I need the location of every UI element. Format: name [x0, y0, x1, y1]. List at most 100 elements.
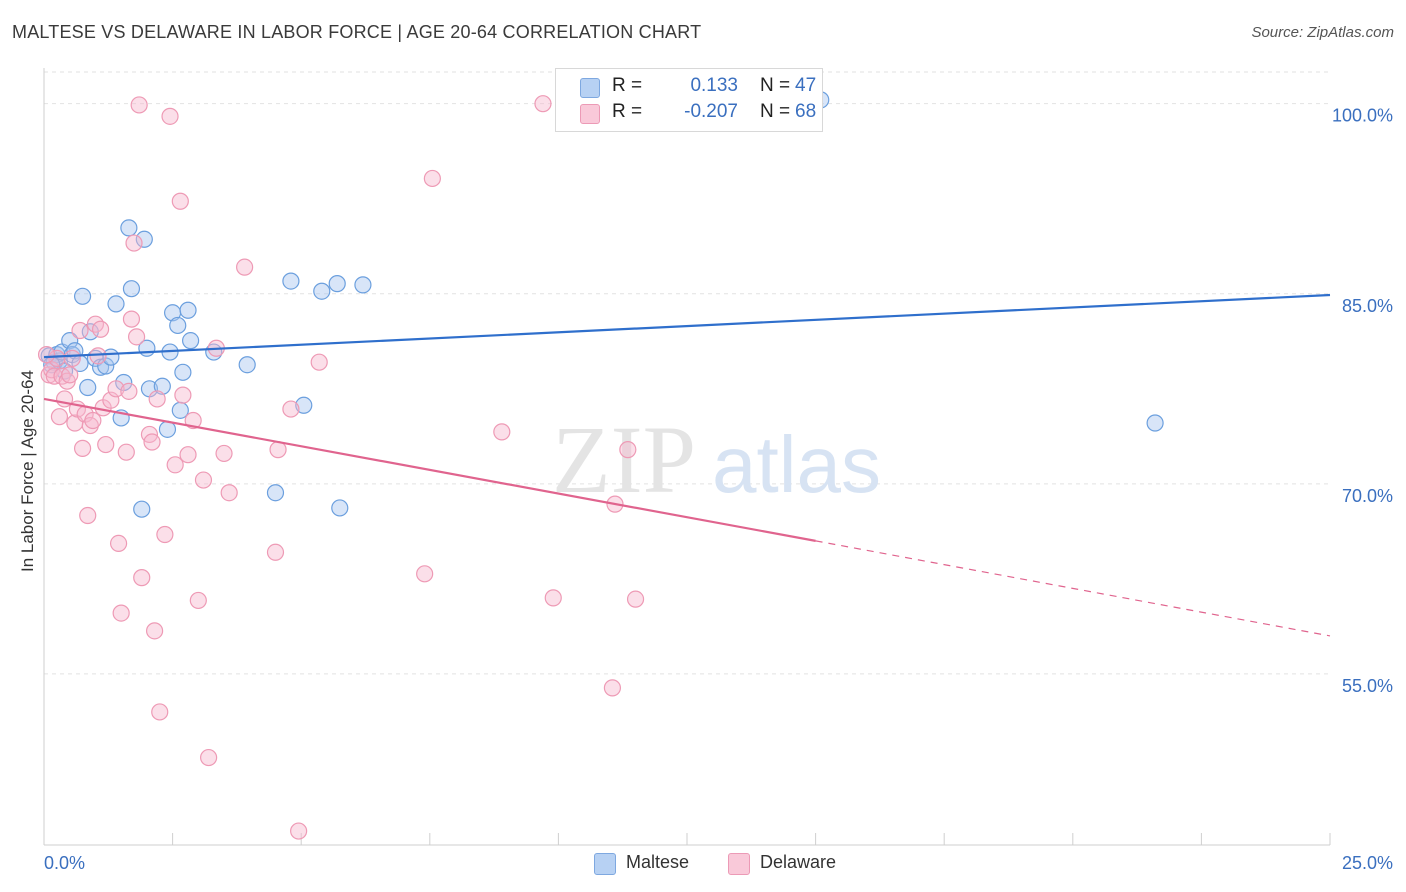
data-point-delaware [50, 408, 69, 426]
data-point-delaware [130, 96, 148, 114]
data-point-maltese [282, 272, 300, 290]
grid-lines [44, 71, 1330, 675]
data-point-maltese [79, 378, 97, 397]
data-point-maltese [73, 287, 92, 305]
series-swatch-delaware [728, 853, 750, 875]
data-point-delaware [179, 446, 197, 464]
data-point-delaware [603, 679, 622, 697]
legend-r-label: R = [612, 75, 643, 96]
legend-n-value: 68 [795, 101, 817, 122]
legend-r-label: R = [612, 101, 643, 122]
data-point-delaware [194, 471, 213, 489]
x-tick-label-min: 0.0% [44, 853, 85, 873]
series-label-delaware: Delaware [760, 852, 837, 872]
data-point-delaware [148, 390, 166, 408]
trend-line-maltese [43, 293, 1331, 359]
y-tick-label: 70.0% [1342, 486, 1393, 506]
data-point-maltese [313, 282, 331, 300]
data-point-maltese [120, 219, 138, 237]
legend-r-value: -0.207 [684, 101, 738, 122]
data-points [37, 91, 1164, 840]
data-point-maltese [354, 276, 372, 294]
tick-labels: 55.0% 70.0% 85.0% 100.0% 0.0% 25.0% [44, 106, 1393, 873]
data-point-delaware [107, 380, 125, 398]
data-point-maltese [174, 363, 192, 381]
trend-line-dashed-delaware [815, 540, 1331, 637]
legend-swatch-delaware [580, 104, 600, 124]
source-label: Source: ZipAtlas.com [1251, 24, 1394, 41]
data-point-maltese [133, 500, 151, 518]
y-tick-label: 100.0% [1332, 106, 1393, 126]
data-point-maltese [169, 316, 187, 335]
data-point-delaware [290, 822, 308, 840]
data-point-delaware [416, 565, 434, 583]
data-point-delaware [86, 315, 105, 333]
data-point-delaware [544, 589, 562, 607]
data-point-delaware [91, 320, 110, 338]
data-point-delaware [626, 590, 645, 608]
y-axis-label: In Labor Force | Age 20-64 [18, 332, 38, 572]
data-point-delaware [61, 366, 79, 384]
data-point-maltese [295, 396, 313, 414]
x-tick-label-max: 25.0% [1342, 853, 1393, 873]
data-point-maltese [122, 280, 141, 298]
data-point-delaware [200, 748, 218, 767]
data-point-delaware [117, 443, 135, 461]
data-point-delaware [127, 328, 146, 346]
data-point-delaware [122, 310, 141, 328]
data-point-delaware [166, 456, 184, 474]
correlation-legend: R = 0.133 N = 47 R = -0.207 N = 68 [555, 68, 823, 132]
data-point-delaware [161, 107, 179, 125]
data-point-delaware [133, 569, 151, 587]
series-swatch-maltese [594, 853, 616, 875]
data-point-delaware [145, 622, 164, 640]
trend-lines [43, 293, 1331, 637]
data-point-delaware [266, 543, 285, 561]
legend-n-label: N = [760, 101, 791, 122]
data-point-maltese [266, 484, 285, 502]
data-point-delaware [423, 169, 441, 188]
data-point-delaware [151, 703, 169, 721]
legend-n-value: 47 [795, 75, 817, 96]
watermark-zip: ZIP [552, 406, 696, 513]
data-point-maltese [107, 295, 125, 313]
data-point-delaware [310, 353, 328, 371]
legend-n-label: N = [760, 75, 791, 96]
data-point-delaware [184, 411, 202, 430]
data-point-maltese [153, 377, 171, 395]
watermark-atlas: atlas [712, 420, 881, 509]
y-axis-label-text: In Labor Force | Age 20-64 [18, 370, 37, 572]
series-label-maltese: Maltese [626, 852, 690, 872]
data-point-delaware [125, 234, 143, 252]
chart-title: MALTESE VS DELAWARE IN LABOR FORCE | AGE… [12, 22, 702, 42]
data-point-delaware [189, 591, 207, 610]
data-point-delaware [215, 444, 233, 463]
data-point-maltese [135, 230, 153, 248]
data-point-delaware [84, 411, 102, 430]
data-point-delaware [493, 423, 511, 441]
data-point-maltese [1146, 414, 1164, 432]
y-tick-label: 55.0% [1342, 676, 1393, 696]
data-point-delaware [109, 534, 128, 553]
data-point-delaware [97, 435, 115, 454]
data-point-maltese [182, 332, 200, 350]
data-point-delaware [171, 192, 189, 210]
data-point-delaware [73, 439, 92, 457]
data-point-delaware [79, 506, 97, 525]
watermark: ZIP atlas [552, 406, 881, 513]
data-point-maltese [238, 356, 256, 374]
data-point-delaware [619, 441, 637, 459]
data-point-delaware [282, 400, 300, 418]
data-point-delaware [156, 525, 174, 544]
data-point-delaware [534, 95, 552, 113]
data-point-delaware [174, 386, 192, 404]
data-point-delaware [120, 382, 138, 400]
legend-r-value: 0.133 [690, 75, 738, 96]
data-point-delaware [236, 258, 254, 276]
data-point-delaware [63, 349, 81, 367]
data-point-delaware [71, 321, 89, 340]
data-point-maltese [331, 499, 349, 517]
data-point-maltese [328, 275, 346, 293]
data-point-maltese [179, 301, 197, 319]
